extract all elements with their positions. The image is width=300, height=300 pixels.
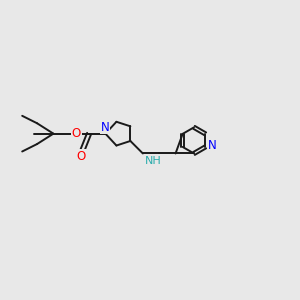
Text: N: N <box>101 121 110 134</box>
Text: O: O <box>72 127 81 140</box>
Text: NH: NH <box>145 156 162 166</box>
Text: O: O <box>77 150 86 163</box>
Text: N: N <box>208 139 216 152</box>
